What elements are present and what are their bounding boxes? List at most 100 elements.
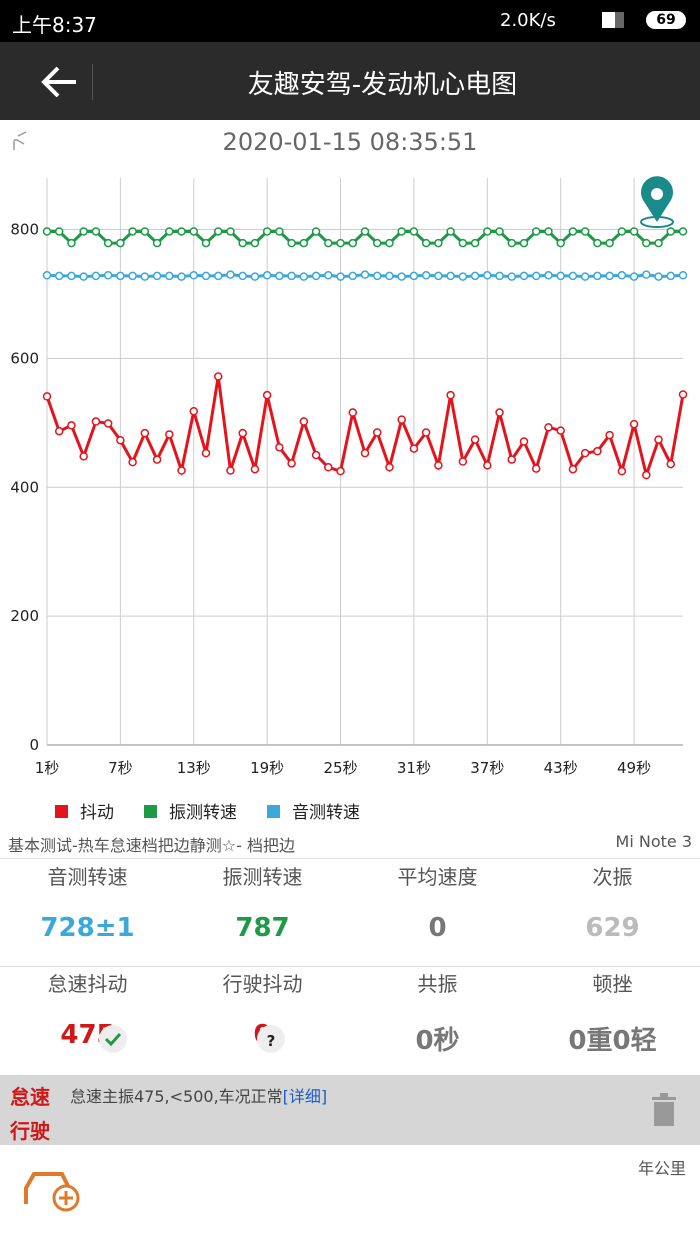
data-point (605, 430, 614, 440)
help-icon[interactable]: ? (256, 1024, 286, 1054)
stat-value: 728±1 (40, 913, 135, 943)
data-point (629, 272, 639, 281)
data-point (421, 238, 431, 248)
data-point (531, 464, 541, 473)
data-point (372, 428, 382, 437)
signal-icon (602, 12, 624, 28)
chart: 0 200 400 600 800 1秒 7秒 13秒 19秒 25秒 31秒 37秒 43秒 49秒抖动… (10, 176, 688, 823)
data-point (54, 426, 64, 436)
net-speed: 2.0K/s (500, 10, 556, 31)
data-point (165, 271, 174, 281)
data-point (544, 423, 553, 432)
legend-swatch (267, 805, 280, 818)
data-point (385, 271, 394, 281)
data-point (140, 428, 150, 438)
x-tick-label: 37秒 (470, 759, 504, 777)
legend-swatch (55, 805, 68, 818)
data-point (617, 271, 627, 280)
data-point (531, 271, 541, 281)
data-point (262, 390, 272, 400)
data-point (116, 271, 125, 281)
back-button[interactable] (40, 64, 80, 100)
data-point (287, 238, 296, 248)
data-point (336, 466, 345, 476)
timestamp: 2020-01-15 08:35:51 (222, 128, 478, 156)
data-point (324, 271, 333, 280)
data-point (666, 227, 676, 236)
data-point (42, 271, 52, 280)
data-point (42, 227, 52, 236)
data-point (152, 271, 162, 281)
x-tick-label: 31秒 (397, 759, 431, 777)
data-point (519, 437, 529, 446)
data-point (140, 227, 150, 236)
data-point (593, 446, 602, 456)
data-point (483, 227, 492, 236)
data-point (226, 227, 235, 236)
add-car-icon[interactable] (22, 1168, 82, 1214)
data-point (250, 272, 260, 281)
data-point (360, 270, 370, 279)
stat-value: 0 (428, 913, 447, 943)
data-point (593, 271, 602, 281)
data-point (421, 428, 431, 437)
data-point (580, 272, 590, 281)
data-point (372, 238, 382, 248)
clock: 上午8:37 (12, 13, 97, 37)
data-point (213, 271, 223, 281)
data-point (189, 227, 199, 236)
data-point (654, 238, 663, 248)
data-point (470, 435, 480, 444)
data-point (177, 272, 186, 281)
data-point (593, 238, 602, 248)
plot: 0 200 400 600 800 1秒 7秒 13秒 19秒 25秒 31秒 37秒 43秒 49秒抖动… (10, 178, 688, 823)
data-point (67, 271, 76, 281)
data-point (434, 461, 443, 470)
stat-label: 振测转速 (222, 865, 303, 889)
data-point (348, 408, 358, 417)
x-tick-label: 43秒 (544, 759, 578, 777)
x-tick-label: 49秒 (617, 759, 651, 777)
data-point (189, 271, 199, 280)
stat-label: 顿挫 (592, 972, 633, 996)
notice-bar: 怠速 行驶 怠速主振475,<500,车况正常[详细] (0, 1075, 700, 1145)
stat-label: 怠速抖动 (47, 972, 128, 996)
series-line (45, 376, 685, 481)
data-point (446, 227, 455, 236)
data-point (421, 271, 431, 280)
data-point (275, 443, 284, 452)
data-point (287, 271, 296, 281)
data-point (458, 457, 468, 466)
data-point (238, 428, 247, 438)
data-point (409, 227, 419, 236)
x-tick-label: 7秒 (108, 759, 133, 777)
data-point (324, 238, 333, 248)
gesture-icon (13, 131, 27, 150)
data-point (629, 419, 639, 429)
map-pin[interactable] (640, 176, 674, 228)
x-tick-label: 1秒 (35, 759, 60, 777)
data-point (299, 238, 309, 248)
data-point (177, 466, 186, 475)
data-point (213, 372, 223, 381)
stat-value: 0重0轻 (568, 1026, 657, 1056)
stat-label: 次振 (592, 865, 633, 889)
data-point (385, 463, 394, 472)
check-icon (99, 1025, 127, 1053)
data-point (140, 272, 150, 281)
data-point (226, 270, 235, 279)
data-point (201, 238, 211, 248)
data-point (67, 421, 76, 430)
data-point (531, 227, 541, 236)
data-point (54, 271, 64, 281)
data-point (458, 238, 468, 248)
data-point (128, 227, 137, 236)
delete-icon[interactable] (650, 1093, 678, 1127)
detail-link[interactable]: [详细] (282, 1087, 328, 1106)
data-point (642, 270, 651, 279)
data-point (165, 227, 174, 236)
data-point (397, 272, 406, 281)
data-point (544, 271, 553, 280)
data-point (201, 448, 211, 458)
